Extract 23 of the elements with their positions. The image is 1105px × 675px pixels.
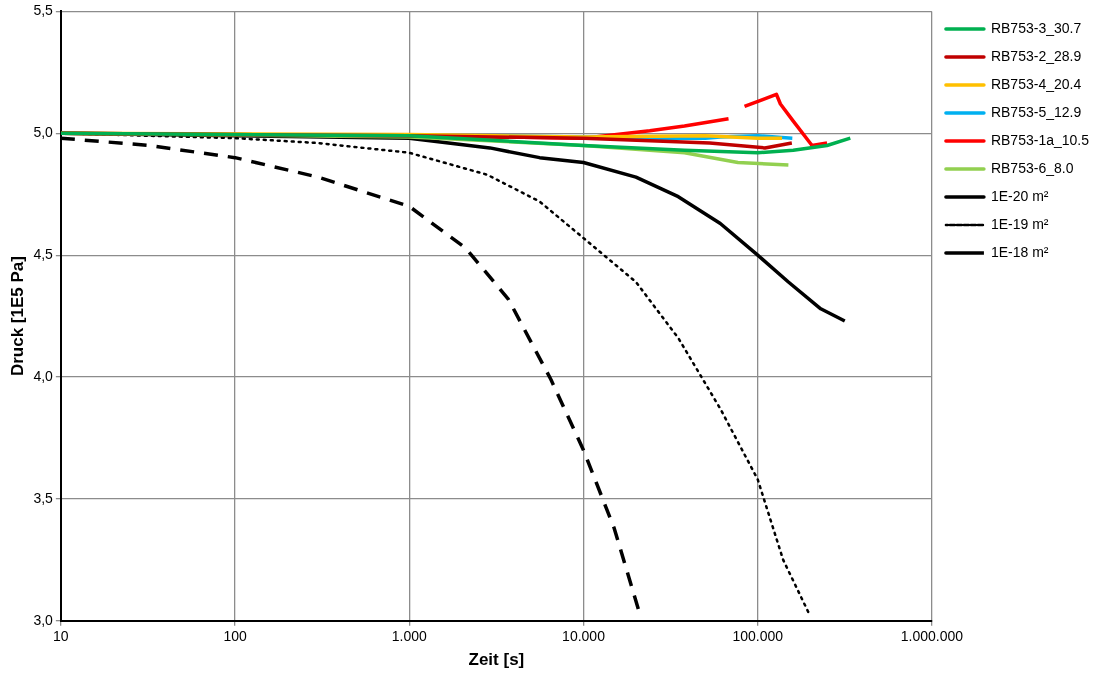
legend-label: RB753-6_8.0 [990, 159, 1074, 176]
x-axis-title: Zeit [s] [468, 650, 525, 670]
legend-label: 1E-19 m² [990, 215, 1049, 232]
y-tick-label: 5,5 [33, 2, 54, 19]
y-tick-label: 3,0 [33, 611, 54, 628]
legend-label: RB753-1a_10.5 [990, 131, 1090, 148]
y-axis-title: Druck [1E5 Pa] [7, 256, 27, 377]
legend-label: RB753-2_28.9 [990, 47, 1082, 64]
y-tick-label: 5,0 [33, 124, 54, 141]
y-tick-label: 3,5 [33, 489, 54, 506]
legend-label: RB753-3_30.7 [990, 19, 1082, 36]
x-tick-label: 1.000.000 [900, 628, 964, 645]
legend-label: RB753-5_12.9 [990, 103, 1082, 120]
y-tick-label: 4,5 [33, 246, 54, 263]
x-tick-label: 100 [223, 628, 247, 645]
legend-label: 1E-18 m² [990, 243, 1049, 260]
legend-label: 1E-20 m² [990, 187, 1049, 204]
x-tick-label: 1.000 [391, 628, 428, 645]
x-tick-label: 10.000 [562, 628, 606, 645]
y-tick-label: 4,0 [33, 367, 54, 384]
legend-label: RB753-4_20.4 [990, 75, 1082, 92]
x-tick-label: 10 [53, 628, 69, 645]
x-tick-label: 100.000 [732, 628, 784, 645]
